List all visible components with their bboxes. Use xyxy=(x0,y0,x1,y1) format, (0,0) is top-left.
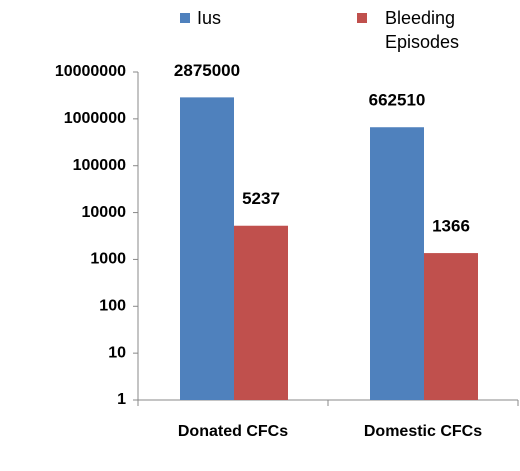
y-tick-label: 10 xyxy=(108,344,126,361)
y-tick-label: 1000000 xyxy=(64,110,126,127)
x-tick-label: Domestic CFCs xyxy=(364,423,482,440)
y-tick-label: 100000 xyxy=(73,157,126,174)
legend-swatch xyxy=(180,13,190,23)
y-tick-label: 1000 xyxy=(90,251,126,268)
y-tick-label: 10000000 xyxy=(55,63,126,80)
bar xyxy=(370,127,424,400)
bar xyxy=(424,253,478,400)
y-tick-label: 1 xyxy=(117,391,126,408)
x-tick-label: Donated CFCs xyxy=(178,423,288,440)
value-label: 662510 xyxy=(369,91,426,110)
y-tick-label: 100 xyxy=(99,298,126,315)
value-label: 5237 xyxy=(242,189,280,208)
legend-label: Ius xyxy=(197,8,222,28)
bar xyxy=(234,225,288,400)
value-label: 2875000 xyxy=(174,61,240,80)
bar xyxy=(180,97,234,400)
y-tick-label: 10000 xyxy=(82,204,127,221)
legend-swatch xyxy=(357,13,367,23)
value-label: 1366 xyxy=(432,217,470,236)
legend-label: Bleeding Episodes xyxy=(385,8,460,52)
